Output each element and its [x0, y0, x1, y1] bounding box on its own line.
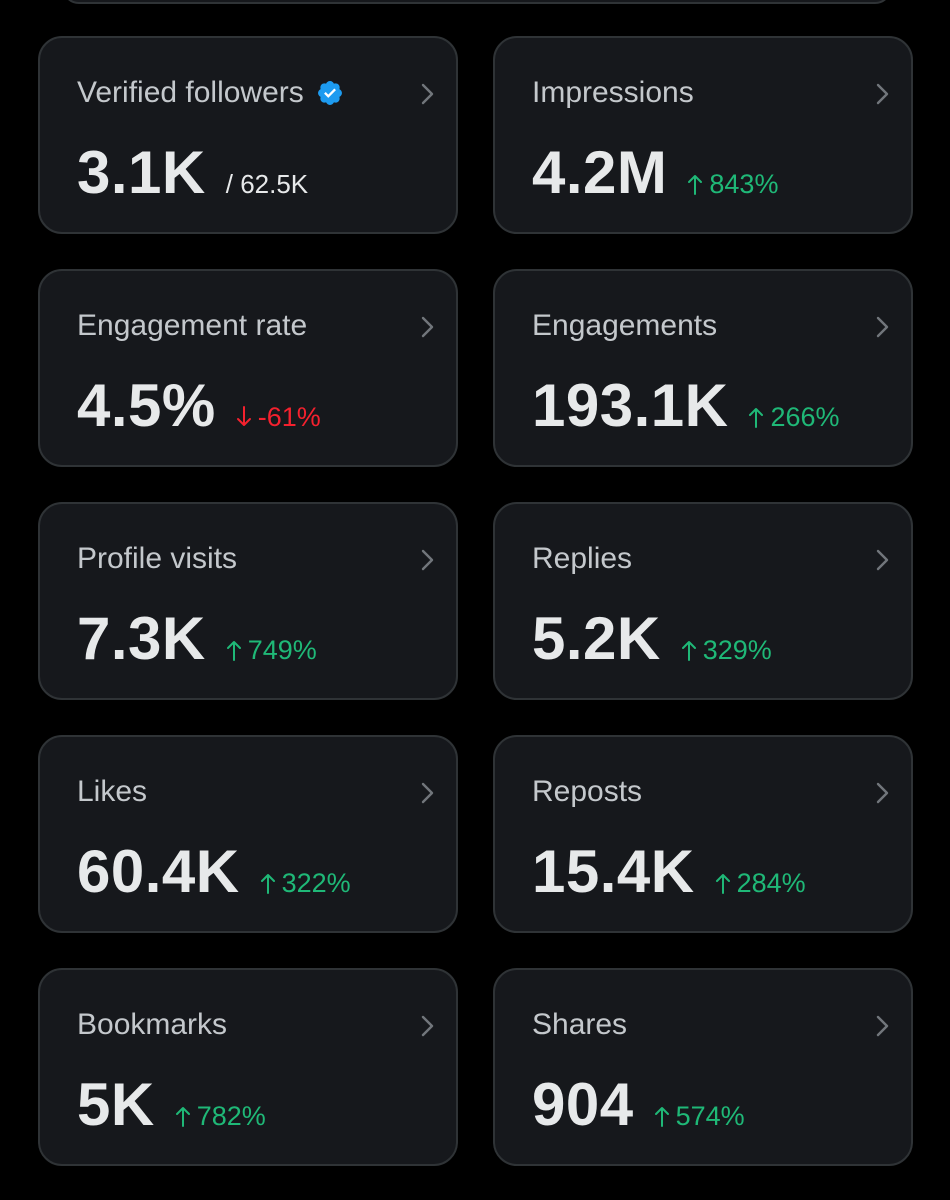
metric-value-row: 193.1K 266% [532, 371, 840, 440]
chevron-right-icon [876, 83, 889, 105]
metric-value: 904 [532, 1071, 634, 1138]
arrow-up-icon [681, 641, 696, 661]
arrow-up-icon [260, 874, 275, 894]
metric-card-bookmarks[interactable]: Bookmarks 5K 782% [38, 968, 458, 1166]
metric-label: Verified followers [77, 76, 344, 110]
metric-label-text: Verified followers [77, 76, 304, 109]
metric-change: 843% [687, 169, 778, 200]
metric-value-row: 4.5% -61% [77, 371, 321, 440]
metric-value-row: 7.3K 749% [77, 604, 317, 673]
metric-label: Engagement rate [77, 309, 308, 342]
metric-value-row: 15.4K 284% [532, 837, 806, 906]
metric-card-verified-followers[interactable]: Verified followers 3.1K / 62.5K [38, 36, 458, 234]
metric-label: Bookmarks [77, 1008, 228, 1041]
metric-card-reposts[interactable]: Reposts 15.4K 284% [493, 735, 913, 933]
metric-change: -61% [236, 402, 321, 433]
chevron-right-icon [421, 316, 434, 338]
chevron-right-icon [421, 782, 434, 804]
chevron-right-icon [421, 549, 434, 571]
chevron-right-icon [876, 549, 889, 571]
arrow-up-icon [715, 874, 730, 894]
metric-change-text: 266% [770, 402, 840, 432]
metric-value: 60.4K [77, 838, 240, 905]
metric-value-row: 3.1K / 62.5K [77, 138, 308, 207]
metric-change: 329% [681, 635, 772, 666]
metric-change-text: 322% [281, 868, 351, 898]
metric-change-text: -61% [257, 402, 321, 432]
previous-card-edge [62, 0, 892, 4]
metric-change-text: 782% [196, 1101, 266, 1131]
arrow-up-icon [175, 1107, 190, 1127]
metric-value: 3.1K [77, 139, 206, 206]
metric-change-text: 329% [702, 635, 772, 665]
metric-change: 284% [715, 868, 806, 899]
metrics-grid: Verified followers 3.1K / 62.5K Impressi… [38, 36, 913, 1166]
metric-label: Impressions [532, 76, 694, 109]
arrow-down-icon [236, 406, 251, 426]
metric-change: 322% [260, 868, 351, 899]
metric-value: 5.2K [532, 605, 661, 672]
metric-value-row: 4.2M 843% [532, 138, 778, 207]
metric-value-row: 904 574% [532, 1070, 745, 1139]
metric-change-text: 284% [736, 868, 806, 898]
metric-value-row: 60.4K 322% [77, 837, 351, 906]
metric-total: / 62.5K [225, 169, 309, 199]
arrow-up-icon [688, 175, 703, 195]
metric-label: Engagements [532, 309, 718, 342]
metric-value: 4.2M [532, 139, 668, 206]
chevron-right-icon [421, 83, 434, 105]
metric-value-row: 5K 782% [77, 1070, 266, 1139]
metric-card-shares[interactable]: Shares 904 574% [493, 968, 913, 1166]
chevron-right-icon [876, 316, 889, 338]
chevron-right-icon [876, 782, 889, 804]
metric-value: 5K [77, 1071, 155, 1138]
metric-change-text: 574% [675, 1101, 745, 1131]
metric-label: Likes [77, 775, 148, 808]
metric-value-row: 5.2K 329% [532, 604, 772, 673]
metric-value: 193.1K [532, 372, 729, 439]
metric-change-text: 843% [709, 169, 779, 199]
chevron-right-icon [876, 1015, 889, 1037]
metric-change: 782% [175, 1101, 266, 1132]
metric-change: 266% [748, 402, 840, 433]
metric-card-replies[interactable]: Replies 5.2K 329% [493, 502, 913, 700]
metric-change: 749% [226, 635, 317, 666]
metric-card-engagements[interactable]: Engagements 193.1K 266% [493, 269, 913, 467]
verified-badge-icon [317, 81, 342, 105]
metric-value: 4.5% [77, 372, 216, 439]
metric-label: Reposts [532, 775, 643, 808]
metric-value: 15.4K [532, 838, 695, 905]
metric-change-text: 749% [247, 635, 317, 665]
metric-label: Replies [532, 542, 633, 575]
metric-card-impressions[interactable]: Impressions 4.2M 843% [493, 36, 913, 234]
metric-card-engagement-rate[interactable]: Engagement rate 4.5% -61% [38, 269, 458, 467]
metric-label: Shares [532, 1008, 628, 1041]
arrow-up-icon [226, 641, 241, 661]
metric-card-likes[interactable]: Likes 60.4K 322% [38, 735, 458, 933]
arrow-up-icon [749, 408, 764, 428]
metric-label: Profile visits [77, 542, 238, 575]
chevron-right-icon [421, 1015, 434, 1037]
arrow-up-icon [654, 1107, 669, 1127]
metric-card-profile-visits[interactable]: Profile visits 7.3K 749% [38, 502, 458, 700]
metric-value: 7.3K [77, 605, 206, 672]
metric-change: 574% [654, 1101, 745, 1132]
